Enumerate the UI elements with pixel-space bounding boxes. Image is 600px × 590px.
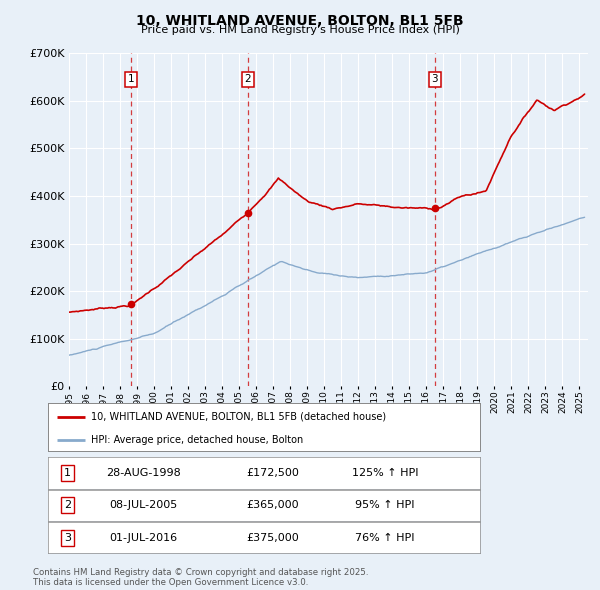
Text: 2: 2	[245, 74, 251, 84]
Text: 95% ↑ HPI: 95% ↑ HPI	[355, 500, 415, 510]
Text: 2: 2	[64, 500, 71, 510]
Text: 01-JUL-2016: 01-JUL-2016	[109, 533, 177, 543]
Text: £375,000: £375,000	[246, 533, 299, 543]
Text: 76% ↑ HPI: 76% ↑ HPI	[355, 533, 415, 543]
Text: 10, WHITLAND AVENUE, BOLTON, BL1 5FB: 10, WHITLAND AVENUE, BOLTON, BL1 5FB	[136, 14, 464, 28]
Text: 08-JUL-2005: 08-JUL-2005	[109, 500, 177, 510]
Text: 1: 1	[64, 468, 71, 478]
Text: HPI: Average price, detached house, Bolton: HPI: Average price, detached house, Bolt…	[91, 435, 304, 445]
Text: 28-AUG-1998: 28-AUG-1998	[106, 468, 181, 478]
Text: 10, WHITLAND AVENUE, BOLTON, BL1 5FB (detached house): 10, WHITLAND AVENUE, BOLTON, BL1 5FB (de…	[91, 411, 386, 421]
Text: £172,500: £172,500	[246, 468, 299, 478]
Text: 3: 3	[64, 533, 71, 543]
Text: 3: 3	[431, 74, 438, 84]
Text: Price paid vs. HM Land Registry's House Price Index (HPI): Price paid vs. HM Land Registry's House …	[140, 25, 460, 35]
Text: 125% ↑ HPI: 125% ↑ HPI	[352, 468, 418, 478]
Text: 1: 1	[128, 74, 134, 84]
Text: £365,000: £365,000	[247, 500, 299, 510]
Text: Contains HM Land Registry data © Crown copyright and database right 2025.
This d: Contains HM Land Registry data © Crown c…	[33, 568, 368, 587]
